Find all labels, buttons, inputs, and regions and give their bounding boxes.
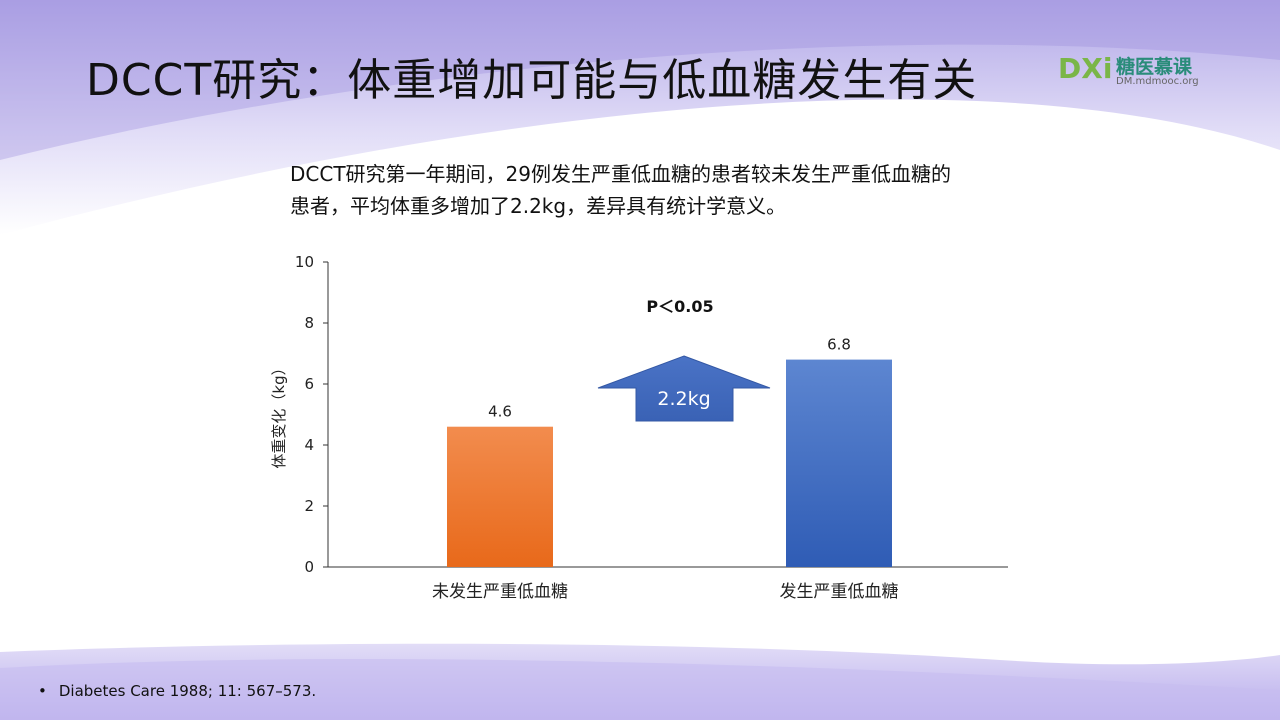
category-label: 发生严重低血糖 — [780, 582, 899, 602]
logo-url: DM.mdmooc.org — [1116, 76, 1199, 87]
footnote-text: Diabetes Care 1988; 11: 567–573. — [58, 682, 317, 700]
logo: DXi 糖医慕课 DM.mdmooc.org — [1058, 50, 1218, 90]
footnote-bullet: • — [38, 682, 47, 700]
subtitle: DCCT研究第一年期间，29例发生严重低血糖的患者较未发生严重低血糖的 患者，平… — [290, 158, 1090, 222]
page-title: DCCT研究：体重增加可能与低血糖发生有关 — [86, 55, 978, 106]
bar-value-label: 4.6 — [488, 403, 512, 421]
subtitle-line-2: 患者，平均体重多增加了2.2kg，差异具有统计学意义。 — [290, 194, 787, 218]
p-value-annotation: P＜0.05 — [646, 297, 713, 316]
y-tick-label: 4 — [304, 436, 314, 454]
bar-1 — [447, 426, 553, 567]
difference-arrow — [597, 355, 771, 422]
y-tick-label: 10 — [295, 253, 314, 271]
bar-value-label: 6.8 — [827, 336, 851, 354]
footnote: • Diabetes Care 1988; 11: 567–573. — [38, 682, 316, 700]
y-tick-label: 6 — [304, 375, 314, 393]
logo-mark: DXi — [1058, 52, 1113, 85]
subtitle-line-1: DCCT研究第一年期间，29例发生严重低血糖的患者较未发生严重低血糖的 — [290, 162, 951, 186]
y-tick-label: 0 — [304, 558, 314, 576]
logo-name: 糖医慕课 — [1116, 56, 1193, 78]
y-axis-label: 体重变化（kg） — [270, 360, 288, 468]
difference-label: 2.2kg — [657, 388, 710, 410]
y-tick-label: 8 — [304, 314, 314, 332]
y-tick-label: 2 — [304, 497, 314, 515]
category-label: 未发生严重低血糖 — [432, 582, 568, 602]
bar-2 — [786, 359, 892, 567]
